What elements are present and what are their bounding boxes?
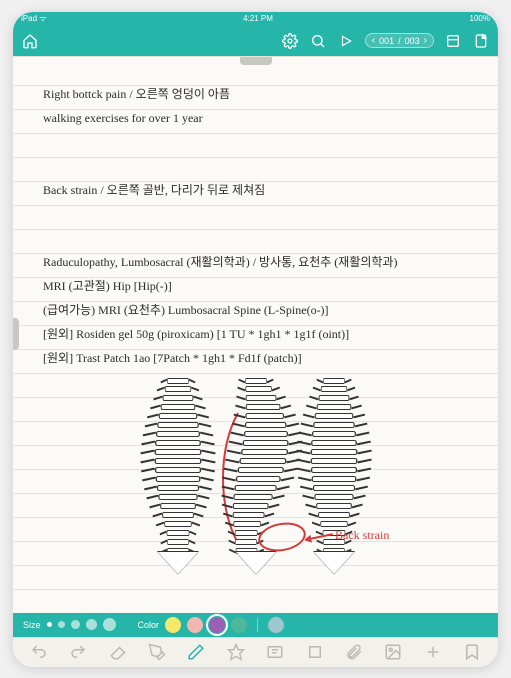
redo-icon[interactable] [67,641,89,663]
note-line: Raduculopathy, Lumbosacral (재활의학과) / 방사통… [43,250,468,274]
page-total: 003 [405,36,420,46]
color-swatch[interactable] [209,617,225,633]
annotation-label: Back strain [335,523,389,547]
page-current: 001 [379,36,394,46]
note-line: Back strain / 오른쪽 골반, 다리가 뒤로 제쳐짐 [43,178,468,202]
spine-anterior [148,378,208,568]
note-line: Right bottck pain / 오른쪽 엉덩이 아픔 [43,82,468,106]
note-line: walking exercises for over 1 year [43,106,468,130]
top-toolbar: ‹ 001 / 003 › [13,26,498,56]
size-option-1[interactable] [47,622,52,627]
search-icon[interactable] [309,32,327,50]
note-content: Right bottck pain / 오른쪽 엉덩이 아픔 walking e… [13,56,498,576]
color-swatch[interactable] [268,617,284,633]
note-line: [원외] Rosiden gel 50g (piroxicam) [1 TU *… [43,322,468,346]
add-icon[interactable] [422,641,444,663]
size-option-4[interactable] [86,619,97,630]
note-line: [원외] Trast Patch 1ao [7Patch * 1gh1 * Fd… [43,346,468,370]
status-left: iPad ᯤ [21,13,47,24]
note-page[interactable]: Right bottck pain / 오른쪽 엉덩이 아픔 walking e… [13,56,498,613]
note-line: (급여가능) MRI (요천추) Lumbosacral Spine (L-Sp… [43,298,468,322]
color-swatch[interactable] [165,617,181,633]
chevron-right-icon[interactable]: › [424,35,427,46]
attachment-icon[interactable] [343,641,365,663]
chevron-left-icon[interactable]: ‹ [372,35,375,46]
status-bar: iPad ᯤ 4:21 PM 100% [13,12,498,26]
settings-icon[interactable] [281,32,299,50]
pen-icon[interactable] [146,641,168,663]
bookmark-icon[interactable] [461,641,483,663]
play-icon[interactable] [337,32,355,50]
page-list-icon[interactable] [444,32,462,50]
bottom-toolbar [13,637,498,667]
pencil-icon[interactable] [185,641,207,663]
star-icon[interactable] [225,641,247,663]
home-icon[interactable] [21,32,39,50]
text-box-icon[interactable] [264,641,286,663]
color-swatch[interactable] [187,617,203,633]
note-line: MRI (고관절) Hip [Hip(-)] [43,274,468,298]
spine-diagram: Back strain [43,378,468,568]
style-toolbar: Size Color [13,613,498,637]
status-battery: 100% [470,14,490,23]
image-icon[interactable] [382,641,404,663]
size-option-2[interactable] [58,621,65,628]
page-indicator[interactable]: ‹ 001 / 003 › [365,33,434,48]
size-option-3[interactable] [71,620,80,629]
status-time: 4:21 PM [243,14,273,23]
app-frame: iPad ᯤ 4:21 PM 100% ‹ 001 / 003 [13,12,498,667]
color-swatch[interactable] [231,617,247,633]
new-page-icon[interactable] [472,32,490,50]
color-label: Color [138,620,160,630]
size-label: Size [23,620,41,630]
shape-icon[interactable] [304,641,326,663]
undo-icon[interactable] [28,641,50,663]
size-option-5[interactable] [103,618,116,631]
eraser-icon[interactable] [107,641,129,663]
